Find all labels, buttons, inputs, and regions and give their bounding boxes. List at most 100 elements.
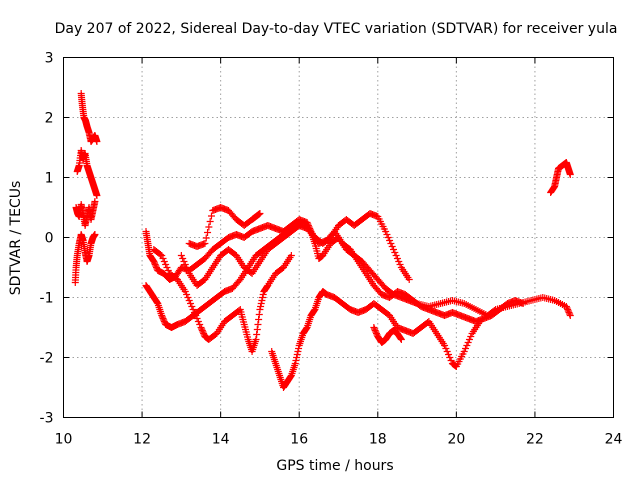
data-point (190, 309, 198, 316)
x-axis-label: GPS time / hours (276, 458, 393, 474)
data-point (194, 318, 202, 325)
data-point (177, 252, 185, 259)
data-point (151, 261, 159, 268)
data-point (189, 306, 197, 313)
data-point (565, 309, 573, 316)
y-tick-label: 0 (45, 231, 54, 247)
series-arc-b (72, 198, 99, 229)
data-point (158, 313, 166, 321)
data-point (196, 321, 204, 328)
y-tick-label: 1 (45, 171, 54, 187)
data-point (467, 333, 475, 340)
data-point (160, 316, 168, 324)
data-point (460, 348, 468, 355)
data-point (256, 210, 264, 217)
data-point (91, 231, 99, 238)
data-point (446, 354, 454, 361)
series-arc-c (73, 147, 101, 199)
data-point (566, 171, 574, 178)
data-point (156, 251, 164, 258)
data-point (259, 294, 267, 301)
series-arc-g (150, 246, 295, 355)
data-point (370, 324, 378, 331)
series-arc-d (77, 90, 101, 145)
data-point (199, 328, 207, 336)
data-point (181, 261, 189, 268)
y-tick-label: 2 (45, 111, 54, 127)
data-point (253, 331, 261, 338)
data-point (192, 312, 200, 319)
data-point (310, 307, 318, 314)
data-point (181, 288, 189, 295)
data-point (198, 327, 206, 334)
series-arc-i (177, 210, 413, 289)
data-point (287, 373, 295, 380)
data-point (388, 243, 396, 250)
series-arc-h (185, 204, 264, 250)
data-point (158, 312, 166, 319)
x-tick-label: 10 (55, 432, 73, 448)
data-point (184, 267, 192, 274)
data-point (253, 326, 261, 333)
data-point (382, 228, 390, 235)
data-point (386, 237, 394, 244)
data-point (257, 303, 265, 310)
data-point (259, 291, 267, 298)
data-point (163, 264, 171, 271)
data-point (183, 291, 191, 298)
data-point (198, 325, 206, 333)
data-point (390, 246, 397, 253)
data-point (563, 304, 571, 312)
y-tick-label: -3 (40, 411, 54, 427)
data-point (258, 297, 266, 304)
data-point (443, 348, 451, 355)
data-point (93, 138, 101, 145)
data-point (202, 234, 210, 242)
data-point (160, 258, 168, 265)
data-point (197, 324, 205, 331)
data-marks (71, 90, 574, 391)
data-point (294, 348, 302, 355)
x-tick-label: 16 (290, 432, 308, 448)
data-point (180, 258, 188, 265)
series-arc-l (547, 159, 574, 196)
data-point (159, 315, 167, 322)
data-point (395, 258, 403, 265)
data-point (93, 192, 101, 199)
data-point (383, 231, 391, 238)
data-point (256, 306, 264, 313)
data-point (397, 336, 405, 343)
series-arc-a (71, 231, 99, 286)
data-point (566, 310, 574, 318)
data-point (465, 336, 473, 343)
data-point (287, 252, 295, 259)
data-point (442, 345, 450, 352)
data-point (206, 218, 214, 225)
data-point (255, 316, 263, 323)
data-point (371, 327, 379, 334)
data-point (564, 306, 572, 313)
data-point (476, 318, 484, 325)
axis-ticks (63, 57, 614, 418)
data-point (396, 261, 404, 268)
chart-title: Day 207 of 2022, Sidereal Day-to-day VTE… (55, 21, 618, 37)
data-point (150, 258, 158, 265)
data-point (257, 300, 265, 307)
data-point (164, 267, 172, 274)
data-point (255, 311, 263, 318)
y-tick-label: -1 (40, 291, 54, 307)
x-tick-label: 12 (133, 432, 151, 448)
data-point (207, 212, 215, 220)
y-tick-label: -2 (40, 351, 54, 367)
data-point (372, 330, 380, 337)
data-point (159, 255, 167, 262)
data-point (405, 276, 413, 283)
y-tick-label: 3 (45, 51, 54, 67)
data-point (464, 339, 472, 346)
x-tick-label: 22 (526, 432, 544, 448)
data-point (397, 335, 405, 342)
x-tick-label: 14 (212, 432, 230, 448)
data-point (392, 252, 400, 259)
data-point (372, 328, 380, 336)
